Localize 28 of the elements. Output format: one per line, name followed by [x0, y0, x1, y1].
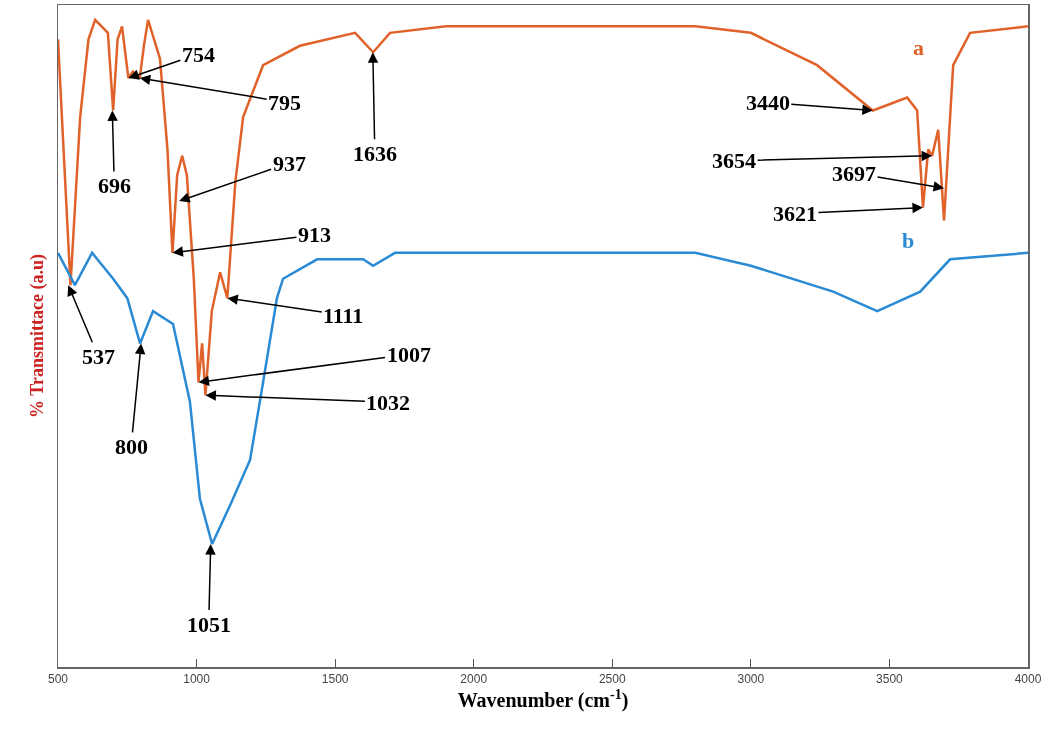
annotation: 937: [273, 151, 306, 176]
x-tick-label: 1000: [183, 671, 211, 686]
x-tick-label: 2000: [460, 671, 488, 686]
y-axis-title: % Transmittace (a.u): [26, 254, 48, 418]
annotation: 537: [82, 344, 115, 369]
annotation: 3621: [773, 201, 817, 226]
annotation: 696: [98, 173, 131, 198]
annotation: 1636: [353, 141, 397, 166]
x-tick-label: 2500: [598, 671, 626, 686]
x-tick-label: 3000: [737, 671, 765, 686]
x-axis-title: Wavenumber (cm$^{-1}$): [457, 686, 629, 713]
x-tick-label: 4000: [1014, 671, 1042, 686]
annotation: 3697: [832, 161, 876, 186]
x-tick-label: 3500: [876, 671, 904, 686]
series-label: b: [902, 228, 915, 253]
series-label: a: [913, 35, 924, 60]
annotation: 3654: [712, 148, 756, 173]
annotation: 913: [298, 222, 331, 247]
annotation: 795: [268, 90, 301, 115]
annotation: 1111: [323, 303, 364, 328]
annotation: 754: [182, 42, 215, 67]
annotation: 1007: [387, 342, 431, 367]
annotation: 3440: [746, 90, 790, 115]
x-tick-label: 500: [47, 671, 69, 686]
annotation: 1051: [187, 612, 231, 637]
annotation: 1032: [366, 390, 410, 415]
annotation: 800: [115, 434, 148, 459]
x-tick-label: 1500: [321, 671, 349, 686]
